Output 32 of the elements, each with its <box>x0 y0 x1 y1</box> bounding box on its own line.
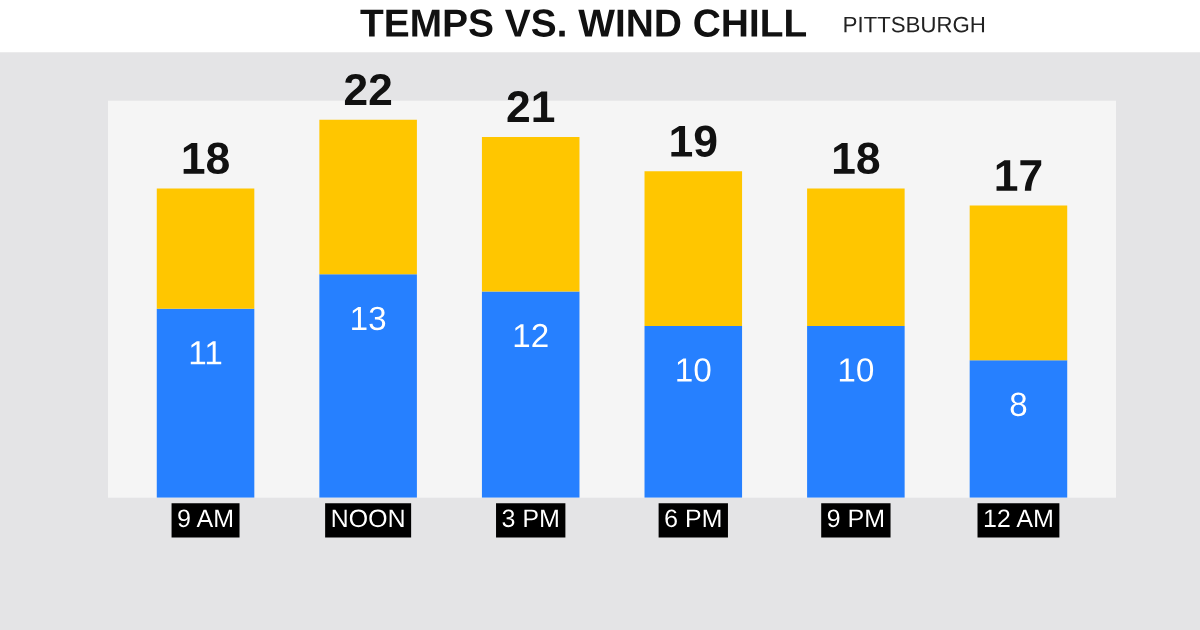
bar <box>156 188 255 309</box>
total-label: 19 <box>671 125 717 157</box>
bar <box>807 325 905 498</box>
total-label: 17 <box>996 160 1042 191</box>
total-label: 22 <box>344 73 392 105</box>
bar <box>969 205 1068 361</box>
total-label: 18 <box>183 142 229 175</box>
bar <box>319 119 417 275</box>
x-tick-label: 12 AM <box>984 509 1052 527</box>
bar <box>156 308 255 498</box>
x-tick-label: 9 AM <box>178 509 232 528</box>
bar <box>481 291 580 498</box>
bar <box>807 188 905 326</box>
total-label: 18 <box>833 142 880 175</box>
x-tick-label: 6 PM <box>665 509 721 528</box>
bar <box>644 171 743 326</box>
data-label: 8 <box>1010 392 1027 417</box>
bar <box>644 325 743 498</box>
chart-title: TEMPS VS. WIND CHILL <box>360 9 807 37</box>
bar <box>969 360 1068 498</box>
data-label: 10 <box>839 358 874 382</box>
bar <box>481 136 580 292</box>
chart-subtitle: PITTSBURGH <box>844 16 985 33</box>
total-label: 21 <box>507 91 555 123</box>
x-tick-label: 9 PM <box>827 509 883 528</box>
data-label: 13 <box>352 306 386 331</box>
x-tick-label: 3 PM <box>502 509 558 528</box>
data-label: 11 <box>190 341 222 365</box>
bar <box>319 274 417 498</box>
data-label: 12 <box>514 323 548 348</box>
data-label: 10 <box>677 358 711 382</box>
x-tick-label: NOON <box>332 509 404 528</box>
